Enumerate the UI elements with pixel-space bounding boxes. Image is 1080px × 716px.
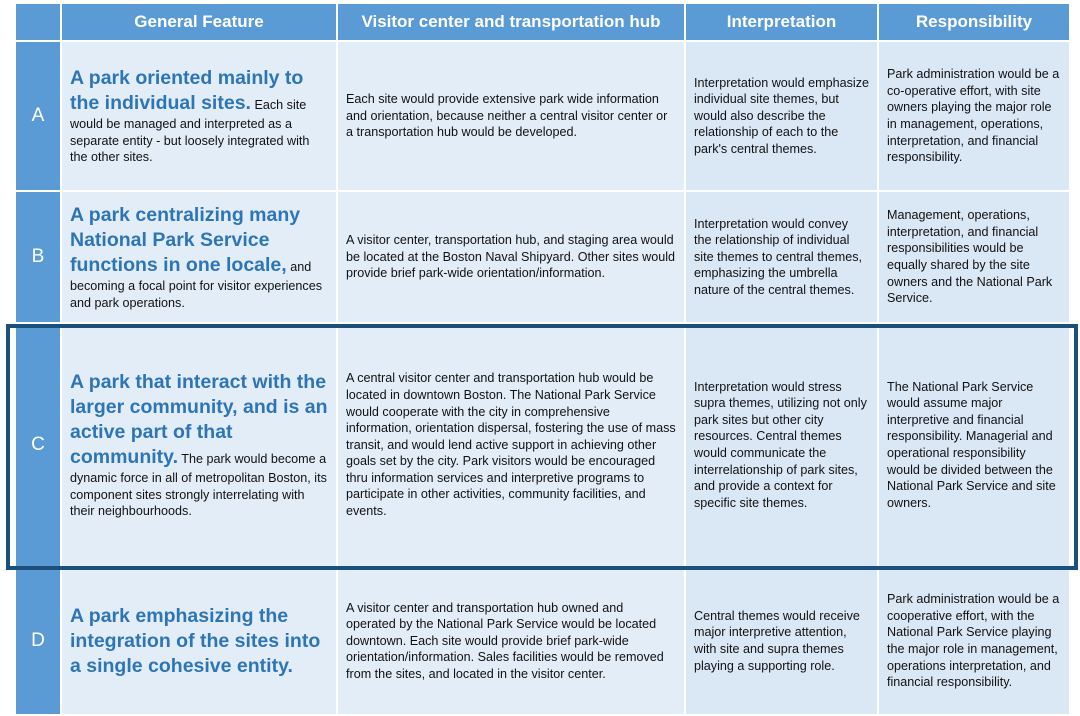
feature-cell: A park centralizing many National Park S… [62,192,336,322]
responsibility-text: Management, operations, interpretation, … [887,208,1053,306]
visitor-cell: A central visitor center and transportat… [338,324,684,566]
visitor-cell: A visitor center, transportation hub, an… [338,192,684,322]
header-cell: Visitor center and transportation hub [338,4,684,40]
interpretation-cell: Interpretation would stress supra themes… [686,324,877,566]
feature-text: A park centralizing many National Park S… [70,203,328,311]
feature-title: A park that interact with the larger com… [70,371,328,469]
responsibility-cell: Park administration would be a cooperati… [879,568,1069,714]
header-cell: Interpretation [686,4,877,40]
feature-cell: A park that interact with the larger com… [62,324,336,566]
feature-text: A park oriented mainly to the individual… [70,66,328,166]
responsibility-cell: Park administration would be a co-operat… [879,42,1069,190]
responsibility-text: Park administration would be a co-operat… [887,67,1060,165]
header-cell: General Feature [62,4,336,40]
feature-title: A park emphasizing the integration of th… [70,604,321,677]
interpretation-text: Central themes would receive major inter… [694,608,860,673]
row-label: A [16,42,60,190]
visitor-text: A visitor center and transportation hub … [346,600,664,681]
feature-cell: A park emphasizing the integration of th… [62,568,336,714]
visitor-text: A visitor center, transportation hub, an… [346,233,676,281]
feature-title: A park oriented mainly to the individual… [70,67,304,115]
visitor-cell: A visitor center and transportation hub … [338,568,684,714]
visitor-cell: Each site would provide extensive park w… [338,42,684,190]
interpretation-text: Interpretation would emphasize individua… [694,75,870,156]
responsibility-text: Park administration would be a cooperati… [887,592,1060,690]
corner-cell [16,4,60,40]
responsibility-cell: Management, operations, interpretation, … [879,192,1069,322]
responsibility-text: The National Park Service would assume m… [887,379,1056,510]
row-label: D [16,568,60,714]
responsibility-cell: The National Park Service would assume m… [879,324,1069,566]
feature-cell: A park oriented mainly to the individual… [62,42,336,190]
interpretation-text: Interpretation would stress supra themes… [694,379,867,510]
feature-body: and becoming a focal point for visitor e… [70,259,323,310]
interpretation-cell: Central themes would receive major inter… [686,568,877,714]
feature-body: The park would become a dynamic force in… [70,452,327,519]
row-label: B [16,192,60,322]
feature-text: A park that interact with the larger com… [70,370,328,520]
feature-body: Each site would be managed and interpret… [70,98,310,165]
row-label: C [16,324,60,566]
visitor-text: Each site would provide extensive park w… [346,92,668,140]
visitor-text: A central visitor center and transportat… [346,371,676,519]
table: General Feature Visitor center and transp… [16,4,1069,714]
interpretation-cell: Interpretation would convey the relation… [686,192,877,322]
interpretation-cell: Interpretation would emphasize individua… [686,42,877,190]
header-cell: Responsibility [879,4,1069,40]
feature-title: A park centralizing many National Park S… [70,203,301,276]
interpretation-text: Interpretation would convey the relation… [694,216,862,297]
feature-text: A park emphasizing the integration of th… [70,604,328,679]
